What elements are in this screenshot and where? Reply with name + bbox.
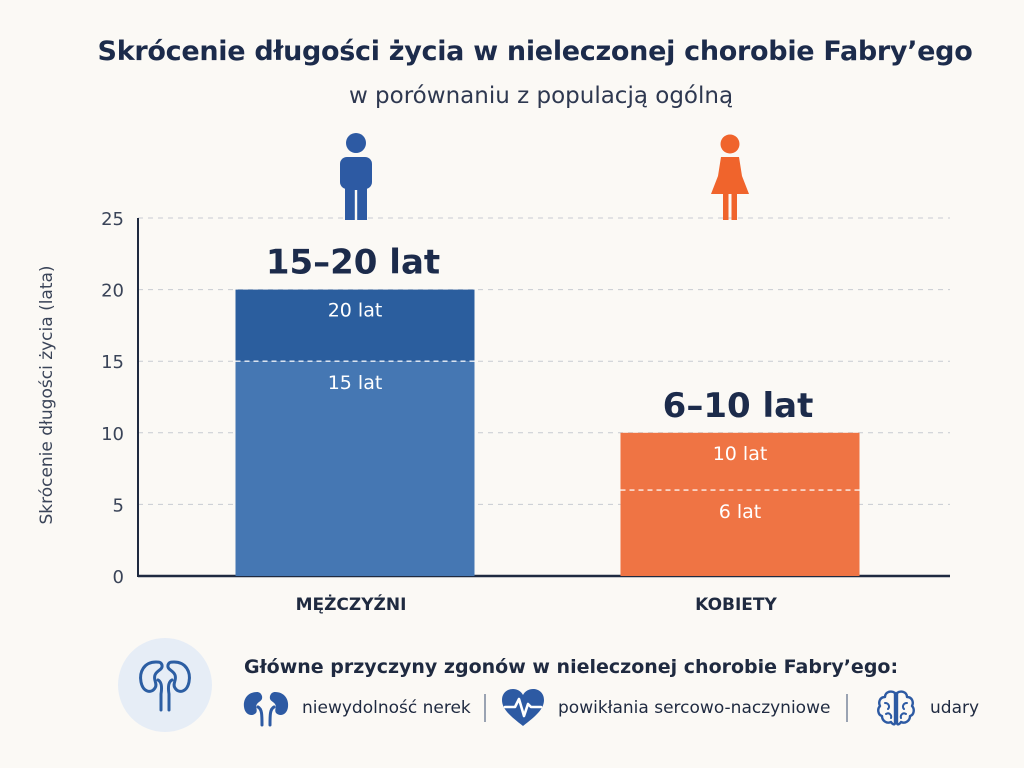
cause-label-stroke: udary — [930, 698, 980, 718]
divider — [484, 694, 486, 722]
y-tick-label: 15 — [101, 352, 124, 373]
heart-pulse-icon — [502, 689, 544, 726]
divider — [846, 694, 848, 722]
chart-title: Skrócenie długości życia w nieleczonej c… — [97, 36, 973, 67]
cause-label-kidneys: niewydolność nerek — [302, 698, 471, 718]
bar-upper-segment — [235, 289, 475, 362]
kidneys-badge — [118, 638, 212, 732]
cause-item-stroke: udary — [876, 688, 979, 728]
lower-value-label: 15 lat — [328, 372, 383, 394]
y-tick-label: 0 — [113, 567, 124, 588]
kidneys-icon — [139, 660, 191, 712]
cause-item-heart: powikłania sercowo-naczyniowe — [500, 688, 830, 728]
y-axis-label: Skrócenie długości życia (lata) — [37, 265, 57, 524]
y-tick-label: 25 — [101, 209, 124, 230]
cause-label-heart: powikłania sercowo-naczyniowe — [558, 698, 831, 718]
bar — [620, 432, 860, 576]
causes-title: Główne przyczyny zgonów w nieleczonej ch… — [244, 656, 899, 678]
lower-value-label: 6 lat — [719, 501, 762, 523]
y-tick-label: 10 — [101, 424, 124, 445]
y-tick-label: 20 — [101, 281, 124, 302]
y-tick-label: 5 — [113, 495, 124, 516]
chart-subtitle: w porównaniu z populacją ogólną — [348, 83, 734, 109]
kidneys-icon — [243, 692, 289, 727]
female-person-icon — [711, 134, 749, 220]
category-label: KOBIETY — [695, 595, 777, 615]
range-label: 6–10 lat — [663, 386, 814, 426]
range-label: 15–20 lat — [266, 243, 440, 283]
upper-value-label: 10 lat — [713, 443, 768, 465]
upper-value-label: 20 lat — [328, 300, 383, 322]
category-label: MĘŻCZYŹNI — [296, 593, 407, 615]
bar-chart: 0 5 10 15 20 25 15–20 lat 20 lat 15 lat MĘŻCZYŹNI… — [37, 133, 950, 615]
male-person-icon — [340, 133, 372, 220]
cause-item-kidneys: niewydolność nerek — [242, 688, 471, 728]
bar-lower-segment — [235, 361, 475, 576]
brain-icon — [877, 690, 915, 726]
